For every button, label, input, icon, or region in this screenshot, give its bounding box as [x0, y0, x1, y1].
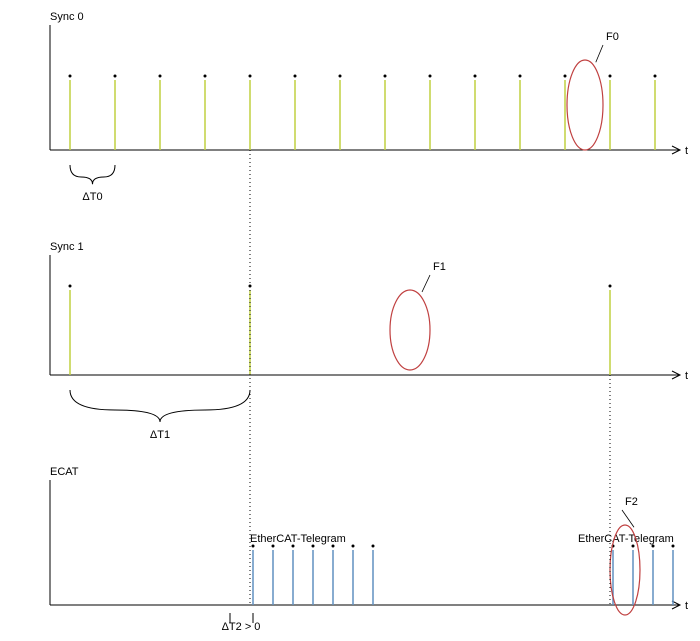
dt2-label: ΔT2 > 0 [222, 621, 261, 633]
brace-label: ΔT1 [150, 429, 170, 441]
sync0-title: Sync 0 [50, 11, 84, 23]
sync0-pulse-dot [384, 75, 387, 78]
callout-label: F1 [433, 261, 446, 273]
sync1-pulse-dot [69, 285, 72, 288]
sync1-title: Sync 1 [50, 241, 84, 253]
sync0-pulse-dot [654, 75, 657, 78]
axis-t-label: t [685, 600, 688, 612]
sync0-pulse-dot [114, 75, 117, 78]
ecat-pulse-dot [352, 545, 355, 548]
ecat-telegram-label-2: EtherCAT-Telegram [578, 533, 674, 545]
sync0-pulse-dot [519, 75, 522, 78]
axis-t-label: t [685, 370, 688, 382]
brace-label: ΔT0 [82, 191, 102, 203]
sync0-pulse-dot [159, 75, 162, 78]
timing-diagram: Sync 0 t ΔT0 F0 Sync 1 t ΔT1 F1 ECAT t EtherCAT-Te… [0, 0, 700, 641]
sync0-pulse-dot [474, 75, 477, 78]
sync0-pulse-dot [564, 75, 567, 78]
callout-label: F0 [606, 31, 619, 43]
sync0-pulse-dot [429, 75, 432, 78]
ecat-telegram-label-1: EtherCAT-Telegram [250, 533, 346, 545]
sync1-pulse-dot [609, 285, 612, 288]
sync0-pulse-dot [69, 75, 72, 78]
callout-label: F2 [625, 496, 638, 508]
ecat-title: ECAT [50, 466, 79, 478]
sync0-pulse-dot [294, 75, 297, 78]
sync0-pulse-dot [609, 75, 612, 78]
sync0-pulse-dot [204, 75, 207, 78]
axis-t-label: t [685, 145, 688, 157]
sync0-pulse-dot [249, 75, 252, 78]
ecat-pulse-dot [372, 545, 375, 548]
sync0-pulse-dot [339, 75, 342, 78]
